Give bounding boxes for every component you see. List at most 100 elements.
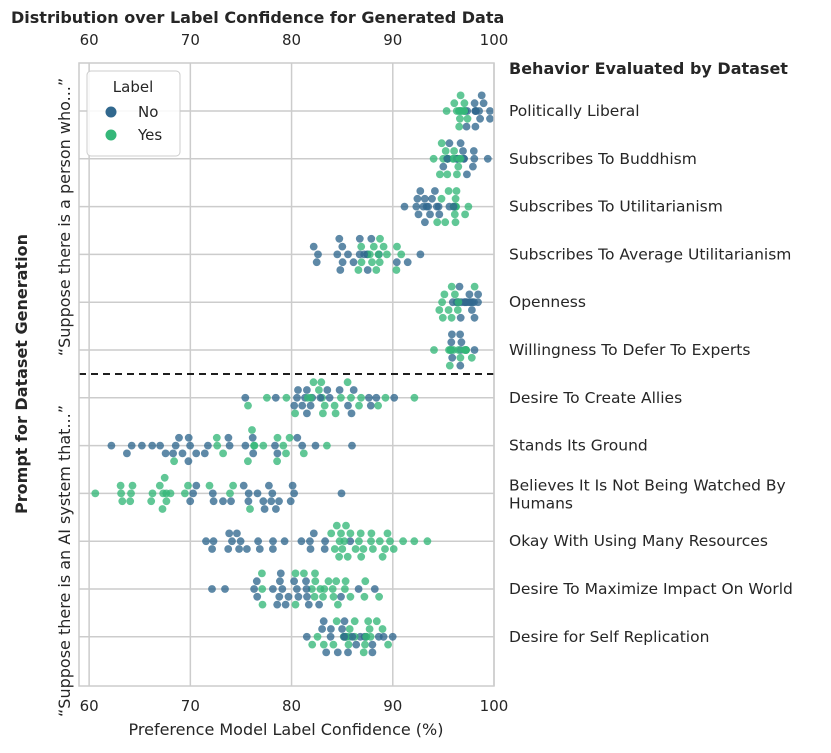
dot-yes-row7-21 xyxy=(282,449,290,458)
dot-no-row2-26 xyxy=(413,194,422,203)
category-labels: Politically Liberal Subscribes To Buddhis… xyxy=(509,102,793,646)
dot-yes-row9-44 xyxy=(369,545,377,553)
dot-no-row7-30 xyxy=(293,433,302,442)
dot-yes-row5-21 xyxy=(446,346,455,354)
dot-no-row10-9 xyxy=(354,585,363,593)
dot-yes-row9-19 xyxy=(351,545,360,553)
dot-no-row10-23 xyxy=(304,600,313,609)
dot-no-row7-14 xyxy=(171,441,180,450)
dot-yes-row5-7 xyxy=(445,361,454,370)
dot-yes-row3-28 xyxy=(374,250,383,259)
dot-yes-row5-11 xyxy=(430,346,438,354)
dot-no-row11-40 xyxy=(352,640,361,649)
legend: Label No Yes xyxy=(86,70,181,157)
dot-no-row8-21 xyxy=(244,497,253,506)
dot-no-row11-7 xyxy=(302,632,311,641)
dot-yes-row10-39 xyxy=(300,569,308,578)
dot-no-row8-7 xyxy=(268,489,277,498)
dot-yes-row10-21 xyxy=(311,577,320,586)
dot-no-row7-37 xyxy=(192,449,201,458)
dot-yes-row3-11 xyxy=(393,242,401,251)
x-tick-bottom-80: 80 xyxy=(282,697,301,715)
dot-no-row10-15 xyxy=(208,585,216,593)
dot-yes-row6-9 xyxy=(320,401,329,410)
dot-yes-row8-4 xyxy=(226,489,234,498)
dot-no-row7-20 xyxy=(175,433,183,442)
prompt-label-ai: “Suppose there is an AI system that...” xyxy=(55,405,74,717)
dot-no-row0-5 xyxy=(476,114,484,123)
dot-no-row9-43 xyxy=(309,529,318,538)
category-label-line: Desire To Create Allies xyxy=(509,389,682,407)
dot-yes-row7-22 xyxy=(259,441,268,450)
dot-yes-row4-2 xyxy=(453,306,462,314)
dot-no-row10-44 xyxy=(302,585,311,593)
dot-no-row1-12 xyxy=(456,139,465,148)
dot-no-row9-29 xyxy=(235,545,244,553)
dot-yes-row8-39 xyxy=(162,489,171,498)
legend-no-label: No xyxy=(138,103,158,121)
dot-no-row11-33 xyxy=(388,632,397,641)
dot-no-row4-10 xyxy=(474,290,482,299)
dot-yes-row6-43 xyxy=(307,393,315,402)
dot-no-row8-18 xyxy=(244,489,253,498)
dot-no-row10-3 xyxy=(278,585,287,593)
dot-no-row7-6 xyxy=(156,441,165,450)
dot-no-row7-3 xyxy=(273,449,282,458)
dot-yes-row11-24 xyxy=(350,617,359,626)
dot-yes-row8-43 xyxy=(246,505,254,513)
dot-no-row7-18 xyxy=(249,449,258,458)
dot-yes-row10-19 xyxy=(332,577,341,586)
right-axis-title: Behavior Evaluated by Dataset xyxy=(509,59,788,78)
dot-no-row7-5 xyxy=(241,441,250,450)
dot-yes-row2-3 xyxy=(450,210,459,219)
dot-yes-row5-4 xyxy=(456,353,465,362)
category-label-line: Subscribes To Utilitarianism xyxy=(509,198,723,216)
dot-yes-row9-33 xyxy=(383,529,392,538)
dot-yes-row7-33 xyxy=(244,457,252,466)
dot-no-row8-24 xyxy=(275,497,283,506)
dot-yes-row2-6 xyxy=(451,194,460,203)
dot-no-row10-41 xyxy=(273,600,282,609)
dot-no-row2-2 xyxy=(426,210,434,219)
dot-yes-row3-4 xyxy=(368,258,376,267)
dot-yes-row10-46 xyxy=(311,569,319,578)
category-label-line: Humans xyxy=(509,494,573,512)
dot-yes-row7-7 xyxy=(213,441,222,450)
chart-title: Distribution over Label Confidence for G… xyxy=(11,8,504,27)
dot-no-row3-7 xyxy=(338,258,347,267)
category-label-line: Willingness To Defer To Experts xyxy=(509,341,750,359)
dot-no-row8-8 xyxy=(267,497,276,506)
dot-no-row7-9 xyxy=(298,441,307,450)
dot-yes-row6-41 xyxy=(343,378,352,387)
dot-yes-row10-45 xyxy=(291,569,300,578)
dot-no-row4-25 xyxy=(466,298,475,307)
prompt-label-person: “Suppose there is a person who...” xyxy=(55,78,74,356)
dot-no-row6-12 xyxy=(344,401,352,410)
dot-no-row7-40 xyxy=(148,441,157,450)
dot-yes-row7-1 xyxy=(323,441,331,450)
dot-yes-row9-41 xyxy=(332,521,341,530)
dot-no-row9-27 xyxy=(320,545,329,553)
dot-yes-row11-13 xyxy=(345,625,354,633)
dot-no-row4-3 xyxy=(468,306,476,314)
dot-no-row3-15 xyxy=(416,250,425,259)
dot-yes-row10-38 xyxy=(341,577,350,586)
dot-no-row2-5 xyxy=(435,210,444,219)
dot-no-row11-45 xyxy=(340,632,348,641)
category-label-10: Desire To Maximize Impact On World xyxy=(509,580,793,598)
dot-no-row10-4 xyxy=(337,592,345,601)
dot-yes-row0-9 xyxy=(460,99,469,108)
dot-no-row11-39 xyxy=(374,632,383,641)
dot-yes-row9-30 xyxy=(356,529,365,538)
dot-no-row1-13 xyxy=(459,147,467,155)
dot-yes-row5-14 xyxy=(467,353,476,362)
dot-no-row6-16 xyxy=(294,386,302,394)
dot-no-row6-33 xyxy=(303,409,311,418)
dot-no-row5-2 xyxy=(470,346,479,354)
dot-no-row1-6 xyxy=(439,162,448,171)
dot-no-row0-10 xyxy=(471,122,480,131)
dot-no-row8-41 xyxy=(288,481,297,490)
dot-yes-row3-22 xyxy=(376,234,384,243)
dot-no-row7-35 xyxy=(138,441,146,450)
